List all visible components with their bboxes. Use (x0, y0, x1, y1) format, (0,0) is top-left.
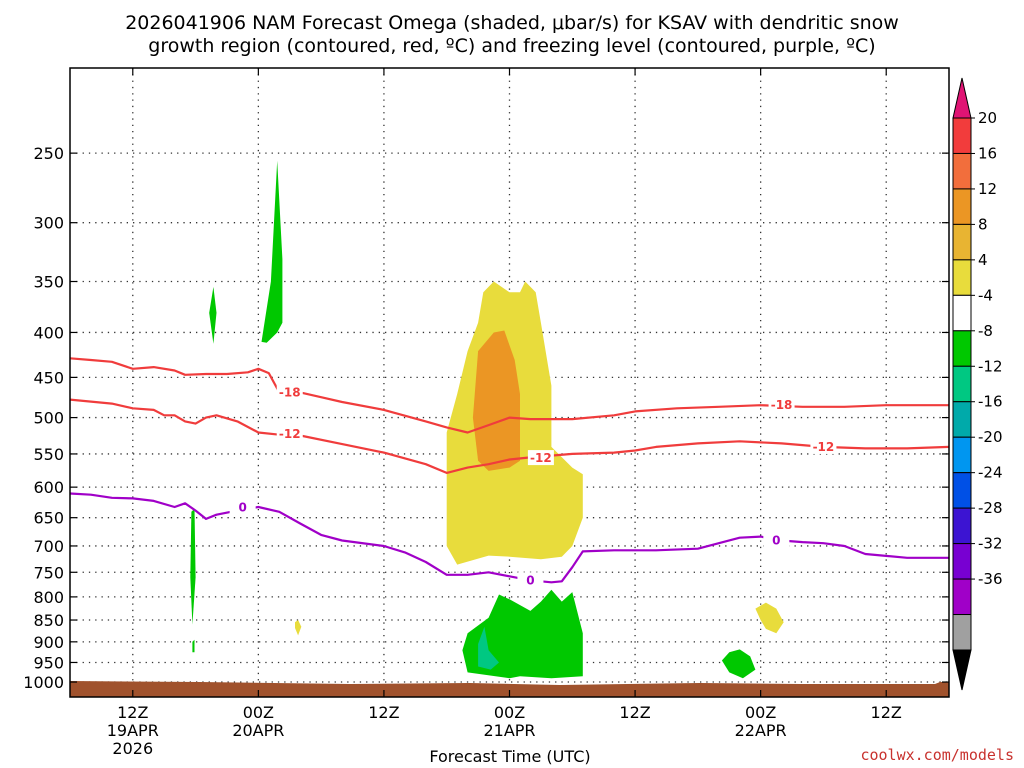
omega-shaded-region (472, 330, 520, 471)
y-tick-label: 600 (33, 478, 64, 497)
colorbar-band (952, 152, 972, 190)
contour-label-bg (763, 532, 790, 548)
contour-label-bg (229, 499, 256, 515)
x-tick-label: 00Z (745, 703, 776, 722)
colorbar-label: 16 (978, 144, 997, 162)
y-tick-label: 450 (33, 368, 64, 387)
y-tick-label: 650 (33, 509, 64, 528)
surface-terrain (70, 681, 949, 697)
colorbar-band (952, 294, 972, 332)
x-tick-label: 12Z (117, 703, 148, 722)
contour-label: -12 (279, 427, 301, 441)
omega-shaded-region (192, 639, 195, 653)
colorbar-label: 4 (978, 251, 988, 269)
colorbar-band (952, 614, 972, 651)
colorbar-band (952, 188, 972, 225)
y-tick-label: 500 (33, 409, 64, 428)
colorbar-label: -4 (978, 286, 993, 304)
x-tick-label: 22APR (735, 721, 787, 740)
colorbar-label: -32 (978, 535, 1003, 553)
contour-label-bg (527, 450, 554, 466)
y-tick-label: 350 (33, 273, 64, 292)
colorbar-label: -20 (978, 428, 1003, 446)
colorbar-band (952, 259, 972, 296)
contour-label-bg (517, 572, 544, 588)
colorbar-top-arrow (952, 77, 972, 119)
x-tick-label: 12Z (619, 703, 650, 722)
colorbar-label: -36 (978, 570, 1003, 588)
y-tick-label: 950 (33, 653, 64, 672)
colorbar-band (952, 472, 972, 509)
contour-label-bg (276, 384, 303, 400)
contour-line (70, 357, 949, 434)
x-tick-label: 2026 (112, 739, 153, 758)
colorbar-label: 8 (978, 215, 988, 233)
colorbar-band (952, 401, 972, 438)
x-tick-label: 21APR (483, 721, 535, 740)
contour-line (70, 398, 949, 474)
x-tick-label: 19APR (107, 721, 159, 740)
contour-label: -12 (813, 440, 835, 454)
y-tick-label: 300 (33, 214, 64, 233)
colorbar: 20 16 12 8 4 -4 -8 -12 -16 -20 -24 -28 -32 -36 (952, 77, 1003, 691)
chart-title-line-2: growth region (contoured, red, ºC) and f… (148, 35, 875, 57)
x-tick-label: 00Z (494, 703, 525, 722)
x-tick-label: 12Z (368, 703, 399, 722)
colorbar-label: -8 (978, 322, 993, 340)
grid-lines (70, 68, 949, 697)
colorbar-band (952, 578, 972, 616)
colorbar-band (952, 543, 972, 580)
colorbar-band (952, 436, 972, 474)
y-tick-label: 550 (33, 445, 64, 464)
contour-label: 0 (238, 501, 246, 515)
x-tick-label: 20APR (232, 721, 284, 740)
omega-shaded-region (261, 160, 283, 343)
contour-label: 0 (772, 533, 780, 547)
y-axis-ticks: 250 300 350 400 450 500 550 600 650 700 750 800 850 9… (23, 144, 949, 692)
y-tick-label: 400 (33, 323, 64, 342)
colorbar-label: 12 (978, 180, 997, 198)
credit-text: coolwx.com/models (860, 746, 1014, 764)
contour-label: -18 (771, 398, 793, 412)
y-tick-label: 850 (33, 611, 64, 630)
x-tick-label: 12Z (871, 703, 902, 722)
contour-label: 0 (526, 573, 534, 587)
colorbar-label: -12 (978, 357, 1003, 375)
y-tick-label: 700 (33, 537, 64, 556)
y-tick-label: 750 (33, 563, 64, 582)
omega-shaded-region (295, 620, 302, 636)
colorbar-label: -28 (978, 499, 1003, 517)
colorbar-band (952, 117, 972, 154)
omega-shaded-region (478, 626, 499, 670)
plot-area: -18 -18 -12 -12 -12 0 0 0 (69, 67, 950, 698)
omega-shaded-region (755, 602, 784, 634)
y-tick-label: 900 (33, 633, 64, 652)
colorbar-label: -24 (978, 464, 1003, 482)
omega-shaded-region (190, 508, 196, 625)
y-tick-label: 250 (33, 144, 64, 163)
colorbar-label: -16 (978, 393, 1003, 411)
x-axis-label: Forecast Time (UTC) (429, 747, 590, 766)
contour-label: -18 (279, 385, 301, 399)
contour-label-bg (810, 438, 837, 454)
y-tick-label: 1000 (23, 673, 64, 692)
colorbar-bottom-arrow (952, 649, 972, 691)
colorbar-band (952, 507, 972, 545)
omega-shaded-region (209, 286, 217, 344)
y-tick-label: 800 (33, 588, 64, 607)
contour-labels: -18 -18 -12 -12 -12 0 0 0 (229, 384, 837, 588)
colorbar-band (952, 223, 972, 261)
colorbar-label: 20 (978, 109, 997, 127)
omega-shaded-region (721, 649, 756, 679)
colorbar-band (952, 365, 972, 403)
contour-label: -12 (530, 451, 552, 465)
x-tick-label: 00Z (243, 703, 274, 722)
contour-label-bg (276, 426, 303, 442)
colorbar-band (952, 330, 972, 367)
chart-title-line-1: 2026041906 NAM Forecast Omega (shaded, μ… (125, 12, 899, 34)
contour-label-bg (768, 397, 795, 413)
omega-shading (190, 160, 784, 679)
